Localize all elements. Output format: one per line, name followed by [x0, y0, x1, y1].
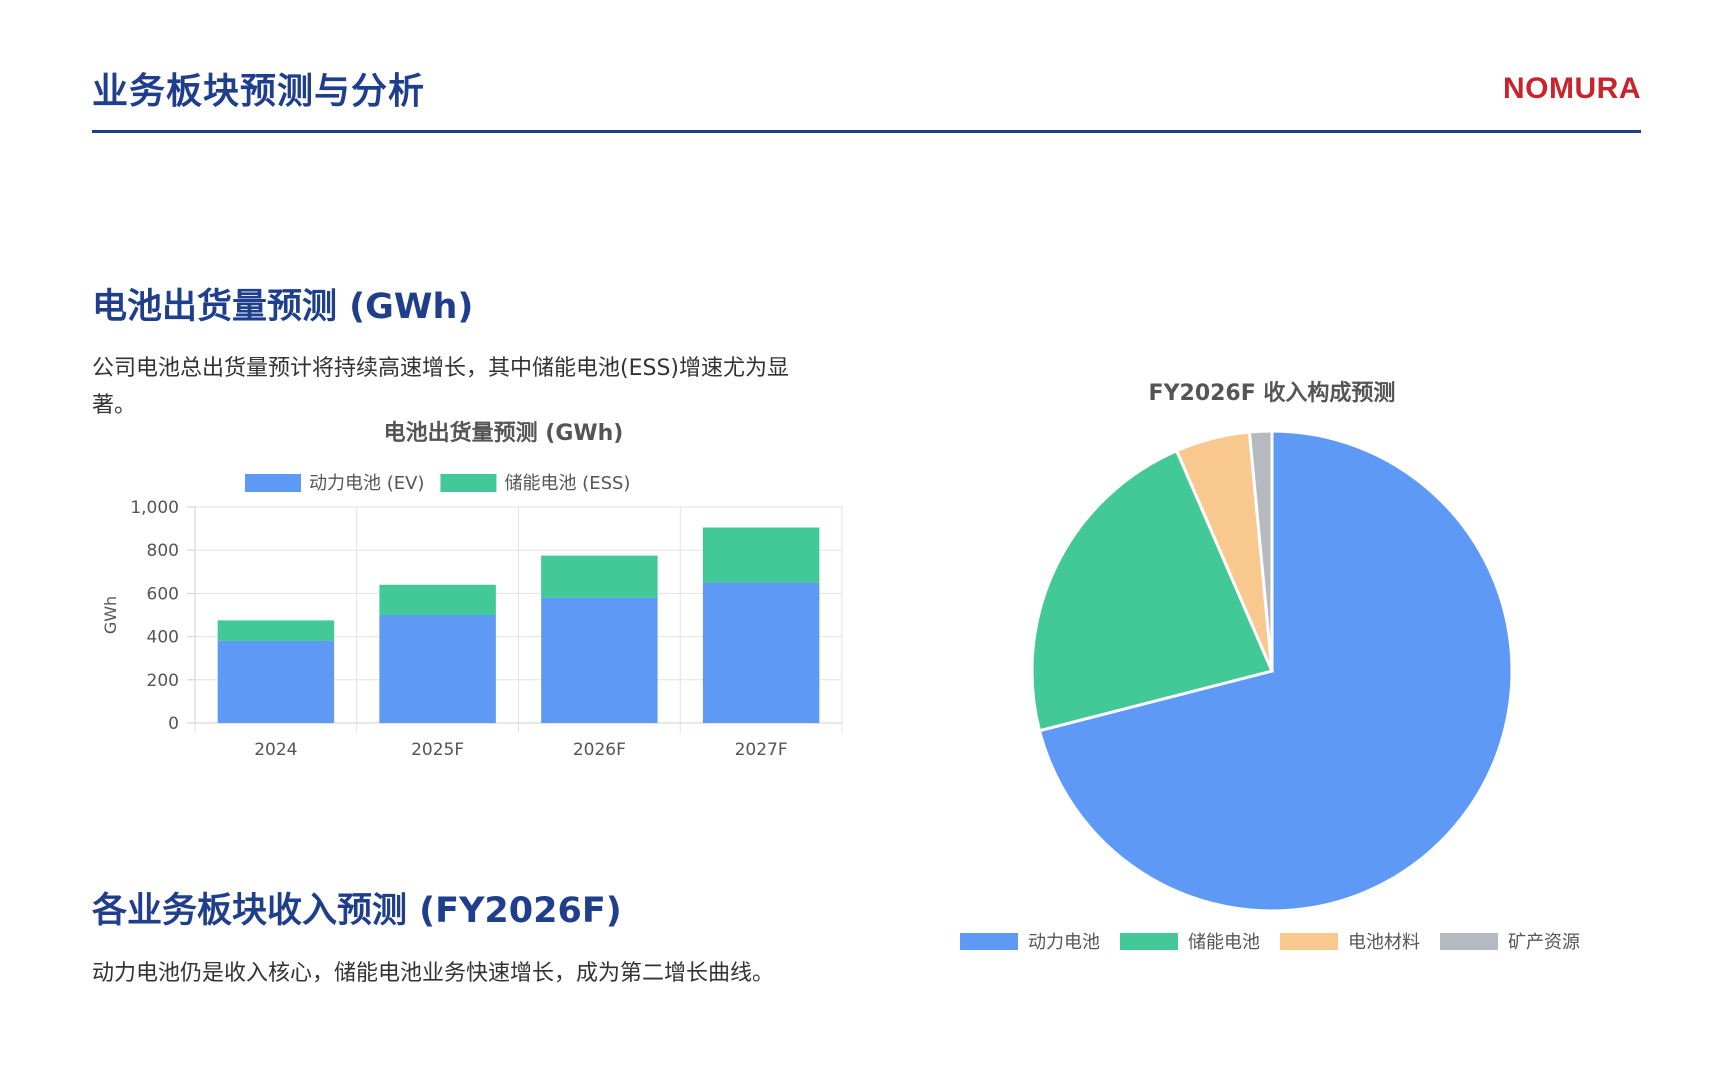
bar-ess-2024 — [217, 620, 335, 641]
legend-swatch-0 — [245, 474, 301, 492]
pie-legend-swatch-1 — [1120, 933, 1178, 950]
pie-slice-0 — [1037, 429, 1514, 913]
x-tick-label: 2026F — [573, 740, 626, 760]
header-divider — [92, 130, 1641, 133]
y-tick-label: 400 — [147, 628, 179, 648]
shipment-section-description: 公司电池总出货量预计将持续高速增长，其中储能电池(ESS)增速尤为显著。 — [92, 356, 789, 418]
y-tick-label: 1,000 — [130, 498, 179, 518]
y-tick-label: 200 — [147, 671, 179, 691]
legend-label-0: 动力电池 (EV) — [309, 473, 424, 494]
bar-ev-2027F — [702, 582, 820, 723]
bar-ess-2026F — [541, 555, 658, 598]
pie-slice-1 — [1030, 448, 1275, 733]
y-tick-label: 800 — [147, 541, 179, 561]
brand-logo: NOMURA — [1503, 72, 1641, 105]
shipment-section-title: 电池出货量预测 (GWh) — [92, 287, 474, 327]
legend-swatch-1 — [440, 474, 497, 492]
x-tick-label: 2025F — [411, 740, 464, 760]
page-title: 业务板块预测与分析 — [92, 71, 426, 112]
shipment-bar-chart: 电池出货量预测 (GWh) 动力电池 (EV) 储能电池 (ESS) 0 200 400 6… — [101, 420, 843, 760]
y-tick-label: 0 — [168, 714, 179, 734]
revenue-section-description: 动力电池仍是收入核心，储能电池业务快速增长，成为第二增长曲线。 — [92, 961, 775, 986]
revenue-section-title: 各业务板块收入预测 (FY2026F) — [92, 891, 622, 931]
bar-ess-2025F — [379, 584, 496, 615]
legend-label-1: 储能电池 (ESS) — [504, 473, 630, 494]
pie-legend-swatch-2 — [1280, 933, 1338, 950]
pie-legend-label-1: 储能电池 — [1188, 932, 1260, 953]
bar-ev-2024 — [217, 640, 335, 723]
pie-slice-3 — [1247, 429, 1274, 672]
bar-ev-2026F — [541, 597, 658, 723]
y-tick-label: 600 — [147, 584, 179, 604]
bar-ess-2027F — [702, 527, 820, 583]
pie-legend-label-2: 电池材料 — [1348, 932, 1420, 953]
pie-legend-label-3: 矿产资源 — [1508, 932, 1580, 953]
x-tick-label: 2024 — [254, 740, 297, 760]
bar-chart-title: 电池出货量预测 (GWh) — [384, 420, 624, 446]
bar-ev-2025F — [379, 615, 496, 723]
x-tick-label: 2027F — [735, 740, 788, 760]
y-axis-label: GWh — [101, 596, 120, 634]
pie-chart-title: FY2026F 收入构成预测 — [1149, 380, 1396, 406]
pie-legend-swatch-3 — [1440, 933, 1498, 950]
pie-legend-swatch-0 — [960, 933, 1018, 950]
pie-legend-label-0: 动力电池 — [1028, 932, 1100, 953]
